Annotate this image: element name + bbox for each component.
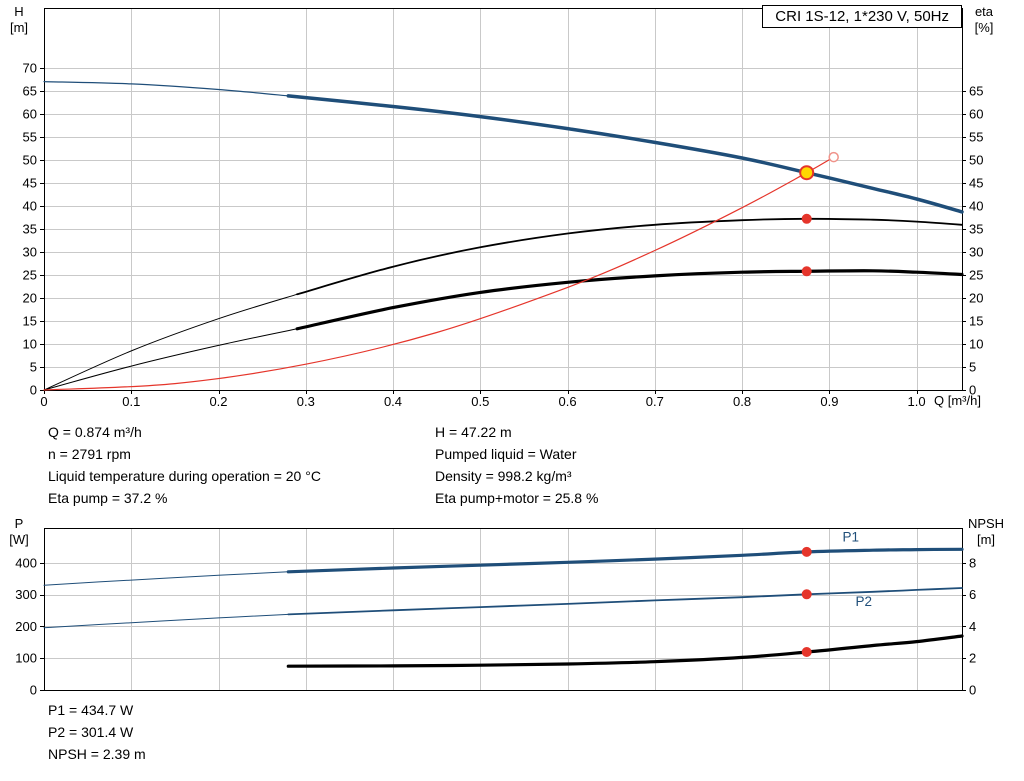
svg-text:1.0: 1.0: [908, 394, 926, 409]
h-axis-label: H [m]: [0, 4, 38, 36]
npsh-axis-label-line1: NPSH: [967, 516, 1005, 531]
svg-text:50: 50: [969, 152, 983, 167]
info-row: P1 = 434.7 W: [0, 702, 1024, 724]
svg-text:15: 15: [969, 314, 983, 329]
svg-text:0.6: 0.6: [559, 394, 577, 409]
svg-text:25: 25: [23, 267, 37, 282]
svg-text:100: 100: [15, 651, 37, 666]
info-row: Eta pump = 37.2 % Eta pump+motor = 25.8 …: [0, 490, 1024, 512]
svg-text:30: 30: [23, 244, 37, 259]
svg-text:0.8: 0.8: [733, 394, 751, 409]
svg-text:20: 20: [969, 291, 983, 306]
svg-text:200: 200: [15, 619, 37, 634]
eta-axis-label-line1: eta: [974, 4, 994, 19]
svg-text:45: 45: [23, 175, 37, 190]
svg-text:5: 5: [969, 360, 976, 375]
info-eta-pump-motor: Eta pump+motor = 25.8 %: [435, 490, 599, 506]
svg-text:P2: P2: [856, 594, 873, 609]
info-p2: P2 = 301.4 W: [48, 724, 134, 740]
info-temperature: Liquid temperature during operation = 20…: [48, 468, 321, 484]
power-npsh-info: P1 = 434.7 W P2 = 301.4 W NPSH = 2.39 m: [0, 702, 1024, 768]
info-density: Density = 998.2 kg/m³: [435, 468, 572, 484]
svg-text:65: 65: [23, 83, 37, 98]
svg-text:25: 25: [969, 267, 983, 282]
p-axis-label-line2: [W]: [9, 532, 29, 547]
info-head: H = 47.22 m: [435, 424, 512, 440]
svg-text:50: 50: [23, 152, 37, 167]
svg-text:0.4: 0.4: [384, 394, 402, 409]
power-npsh-chart[interactable]: 0 100 200 300 400 0 2 4 6 8 P1 P2: [0, 516, 1024, 700]
svg-text:6: 6: [969, 587, 976, 602]
svg-text:0.3: 0.3: [297, 394, 315, 409]
svg-text:P1: P1: [843, 529, 860, 544]
svg-text:10: 10: [23, 337, 37, 352]
info-row: n = 2791 rpm Pumped liquid = Water: [0, 446, 1024, 468]
svg-text:55: 55: [969, 129, 983, 144]
svg-text:0: 0: [969, 383, 976, 398]
svg-text:35: 35: [969, 221, 983, 236]
info-row: Liquid temperature during operation = 20…: [0, 468, 1024, 490]
npsh-axis-label: NPSH [m]: [958, 516, 1014, 548]
h-axis-label-line1: H: [14, 4, 24, 19]
svg-text:55: 55: [23, 129, 37, 144]
info-eta-pump: Eta pump = 37.2 %: [48, 490, 168, 506]
svg-text:40: 40: [23, 198, 37, 213]
svg-text:60: 60: [969, 106, 983, 121]
info-row: Q = 0.874 m³/h H = 47.22 m: [0, 424, 1024, 446]
svg-text:0.5: 0.5: [471, 394, 489, 409]
q-axis-label: Q [m³/h]: [934, 393, 981, 408]
svg-text:0.7: 0.7: [646, 394, 664, 409]
svg-text:0: 0: [30, 683, 37, 698]
svg-text:0.2: 0.2: [209, 394, 227, 409]
info-liquid: Pumped liquid = Water: [435, 446, 577, 462]
svg-text:8: 8: [969, 555, 976, 570]
svg-text:10: 10: [969, 337, 983, 352]
svg-text:0: 0: [969, 683, 976, 698]
info-row: P2 = 301.4 W: [0, 724, 1024, 746]
npsh-axis-label-line2: [m]: [976, 532, 996, 547]
svg-text:20: 20: [23, 291, 37, 306]
svg-text:4: 4: [969, 619, 976, 634]
p-axis-label: P [W]: [0, 516, 38, 548]
svg-text:400: 400: [15, 555, 37, 570]
svg-text:35: 35: [23, 221, 37, 236]
svg-text:40: 40: [969, 198, 983, 213]
svg-text:45: 45: [969, 175, 983, 190]
svg-text:0.1: 0.1: [122, 394, 140, 409]
h-axis-label-line2: [m]: [9, 20, 29, 35]
info-flow: Q = 0.874 m³/h: [48, 424, 142, 440]
duty-point-info: Q = 0.874 m³/h H = 47.22 m n = 2791 rpm …: [0, 424, 1024, 512]
svg-text:0.9: 0.9: [820, 394, 838, 409]
svg-text:70: 70: [23, 60, 37, 75]
svg-text:5: 5: [30, 360, 37, 375]
svg-text:65: 65: [969, 83, 983, 98]
info-row: NPSH = 2.39 m: [0, 746, 1024, 768]
eta-axis-label: eta [%]: [962, 4, 1006, 36]
svg-text:0: 0: [30, 383, 37, 398]
info-speed: n = 2791 rpm: [48, 446, 131, 462]
qh-eta-chart[interactable]: 0 0.1 0.2 0.3 0.4 0.5 0.6 0.7 0.8 0.9 1.0 0 5 10 15 20 2…: [0, 0, 1024, 416]
info-p1: P1 = 434.7 W: [48, 702, 134, 718]
svg-text:0: 0: [40, 394, 47, 409]
svg-text:300: 300: [15, 587, 37, 602]
eta-axis-label-line2: [%]: [974, 20, 994, 35]
pump-title-box: CRI 1S-12, 1*230 V, 50Hz: [762, 5, 962, 28]
svg-text:60: 60: [23, 106, 37, 121]
svg-text:15: 15: [23, 314, 37, 329]
p-axis-label-line1: P: [14, 516, 24, 531]
info-npsh: NPSH = 2.39 m: [48, 746, 146, 762]
svg-text:2: 2: [969, 651, 976, 666]
svg-text:30: 30: [969, 244, 983, 259]
